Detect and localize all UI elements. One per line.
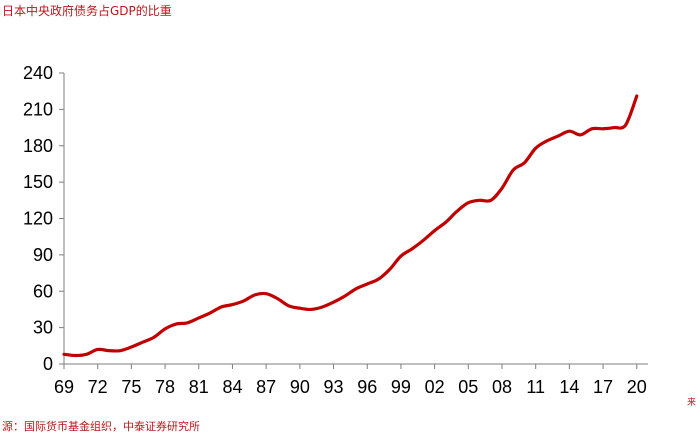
data-point bbox=[231, 303, 234, 306]
data-point bbox=[343, 295, 346, 298]
x-tick-label: 11 bbox=[526, 377, 545, 397]
data-point bbox=[568, 130, 571, 133]
data-point bbox=[242, 299, 245, 302]
data-point bbox=[613, 126, 616, 129]
data-point bbox=[107, 349, 110, 352]
corner-mark: 来 bbox=[687, 398, 697, 408]
y-tick-label: 90 bbox=[33, 245, 53, 265]
source-note: 源：国际货币基金组织，中泰证券研究所 bbox=[2, 420, 200, 433]
data-point bbox=[119, 349, 122, 352]
data-point bbox=[624, 124, 627, 127]
x-tick-label: 99 bbox=[391, 377, 411, 397]
data-point bbox=[321, 305, 324, 308]
data-point bbox=[85, 353, 88, 356]
data-point bbox=[74, 354, 77, 357]
x-tick-label: 20 bbox=[627, 377, 647, 397]
x-tick-label: 75 bbox=[121, 377, 141, 397]
data-point bbox=[220, 305, 223, 308]
x-tick-label: 05 bbox=[458, 377, 478, 397]
x-tick-label: 02 bbox=[425, 377, 445, 397]
y-tick-label: 180 bbox=[23, 136, 53, 156]
data-point bbox=[175, 322, 178, 325]
data-point bbox=[467, 201, 470, 204]
data-point bbox=[388, 268, 391, 271]
x-tick-label: 96 bbox=[357, 377, 377, 397]
data-point bbox=[366, 282, 369, 285]
y-tick-label: 120 bbox=[23, 209, 53, 229]
data-point bbox=[601, 127, 604, 130]
data-point bbox=[523, 161, 526, 164]
data-point bbox=[332, 301, 335, 304]
series-line bbox=[62, 94, 639, 358]
x-tick-label: 08 bbox=[492, 377, 512, 397]
y-tick-label: 210 bbox=[23, 99, 53, 119]
x-tick-label: 87 bbox=[256, 377, 276, 397]
data-point bbox=[455, 210, 458, 213]
data-point bbox=[444, 221, 447, 224]
x-tick-label: 93 bbox=[324, 377, 344, 397]
data-point bbox=[62, 353, 65, 356]
data-point bbox=[130, 345, 133, 348]
y-tick-label: 30 bbox=[33, 318, 53, 338]
data-point bbox=[265, 292, 268, 295]
data-point bbox=[152, 336, 155, 339]
x-axis-ticks: 69 72 75 78 81 84 87 90 93 96 99 02 05 08 11 14 17 20 bbox=[54, 364, 647, 397]
data-point bbox=[208, 311, 211, 314]
y-tick-label: 240 bbox=[23, 63, 53, 83]
data-point bbox=[411, 247, 414, 250]
y-axis-ticks: 0 30 60 90 120 150 180 210 240 bbox=[23, 63, 64, 374]
data-point bbox=[590, 127, 593, 130]
chart-title: 日本中央政府债务占GDP的比重 bbox=[2, 4, 172, 18]
data-point bbox=[163, 327, 166, 330]
data-point bbox=[354, 287, 357, 290]
x-tick-label: 72 bbox=[88, 377, 108, 397]
data-point bbox=[635, 94, 638, 97]
data-point bbox=[422, 239, 425, 242]
data-point bbox=[298, 307, 301, 310]
data-point bbox=[287, 304, 290, 307]
x-tick-label: 14 bbox=[559, 377, 579, 397]
data-point bbox=[309, 308, 312, 311]
data-point bbox=[500, 187, 503, 190]
data-point bbox=[534, 147, 537, 150]
data-point bbox=[478, 199, 481, 202]
x-tick-label: 78 bbox=[155, 377, 175, 397]
y-tick-label: 0 bbox=[43, 354, 53, 374]
data-point bbox=[433, 229, 436, 232]
data-point bbox=[141, 341, 144, 344]
data-point bbox=[557, 134, 560, 137]
x-tick-label: 17 bbox=[593, 377, 613, 397]
x-tick-label: 81 bbox=[189, 377, 209, 397]
data-point bbox=[512, 168, 515, 171]
data-point bbox=[545, 139, 548, 142]
data-point bbox=[253, 293, 256, 296]
data-point bbox=[377, 278, 380, 281]
y-tick-label: 60 bbox=[33, 281, 53, 301]
plot-area bbox=[62, 94, 639, 358]
data-point bbox=[579, 133, 582, 136]
x-tick-label: 69 bbox=[54, 377, 74, 397]
data-point bbox=[197, 316, 200, 319]
chart-axes bbox=[63, 73, 648, 365]
x-tick-label: 90 bbox=[290, 377, 310, 397]
data-point bbox=[489, 199, 492, 202]
data-point bbox=[276, 297, 279, 300]
y-tick-label: 150 bbox=[23, 172, 53, 192]
data-point bbox=[186, 321, 189, 324]
data-point bbox=[399, 254, 402, 257]
x-tick-label: 84 bbox=[222, 377, 242, 397]
data-point bbox=[96, 348, 99, 351]
